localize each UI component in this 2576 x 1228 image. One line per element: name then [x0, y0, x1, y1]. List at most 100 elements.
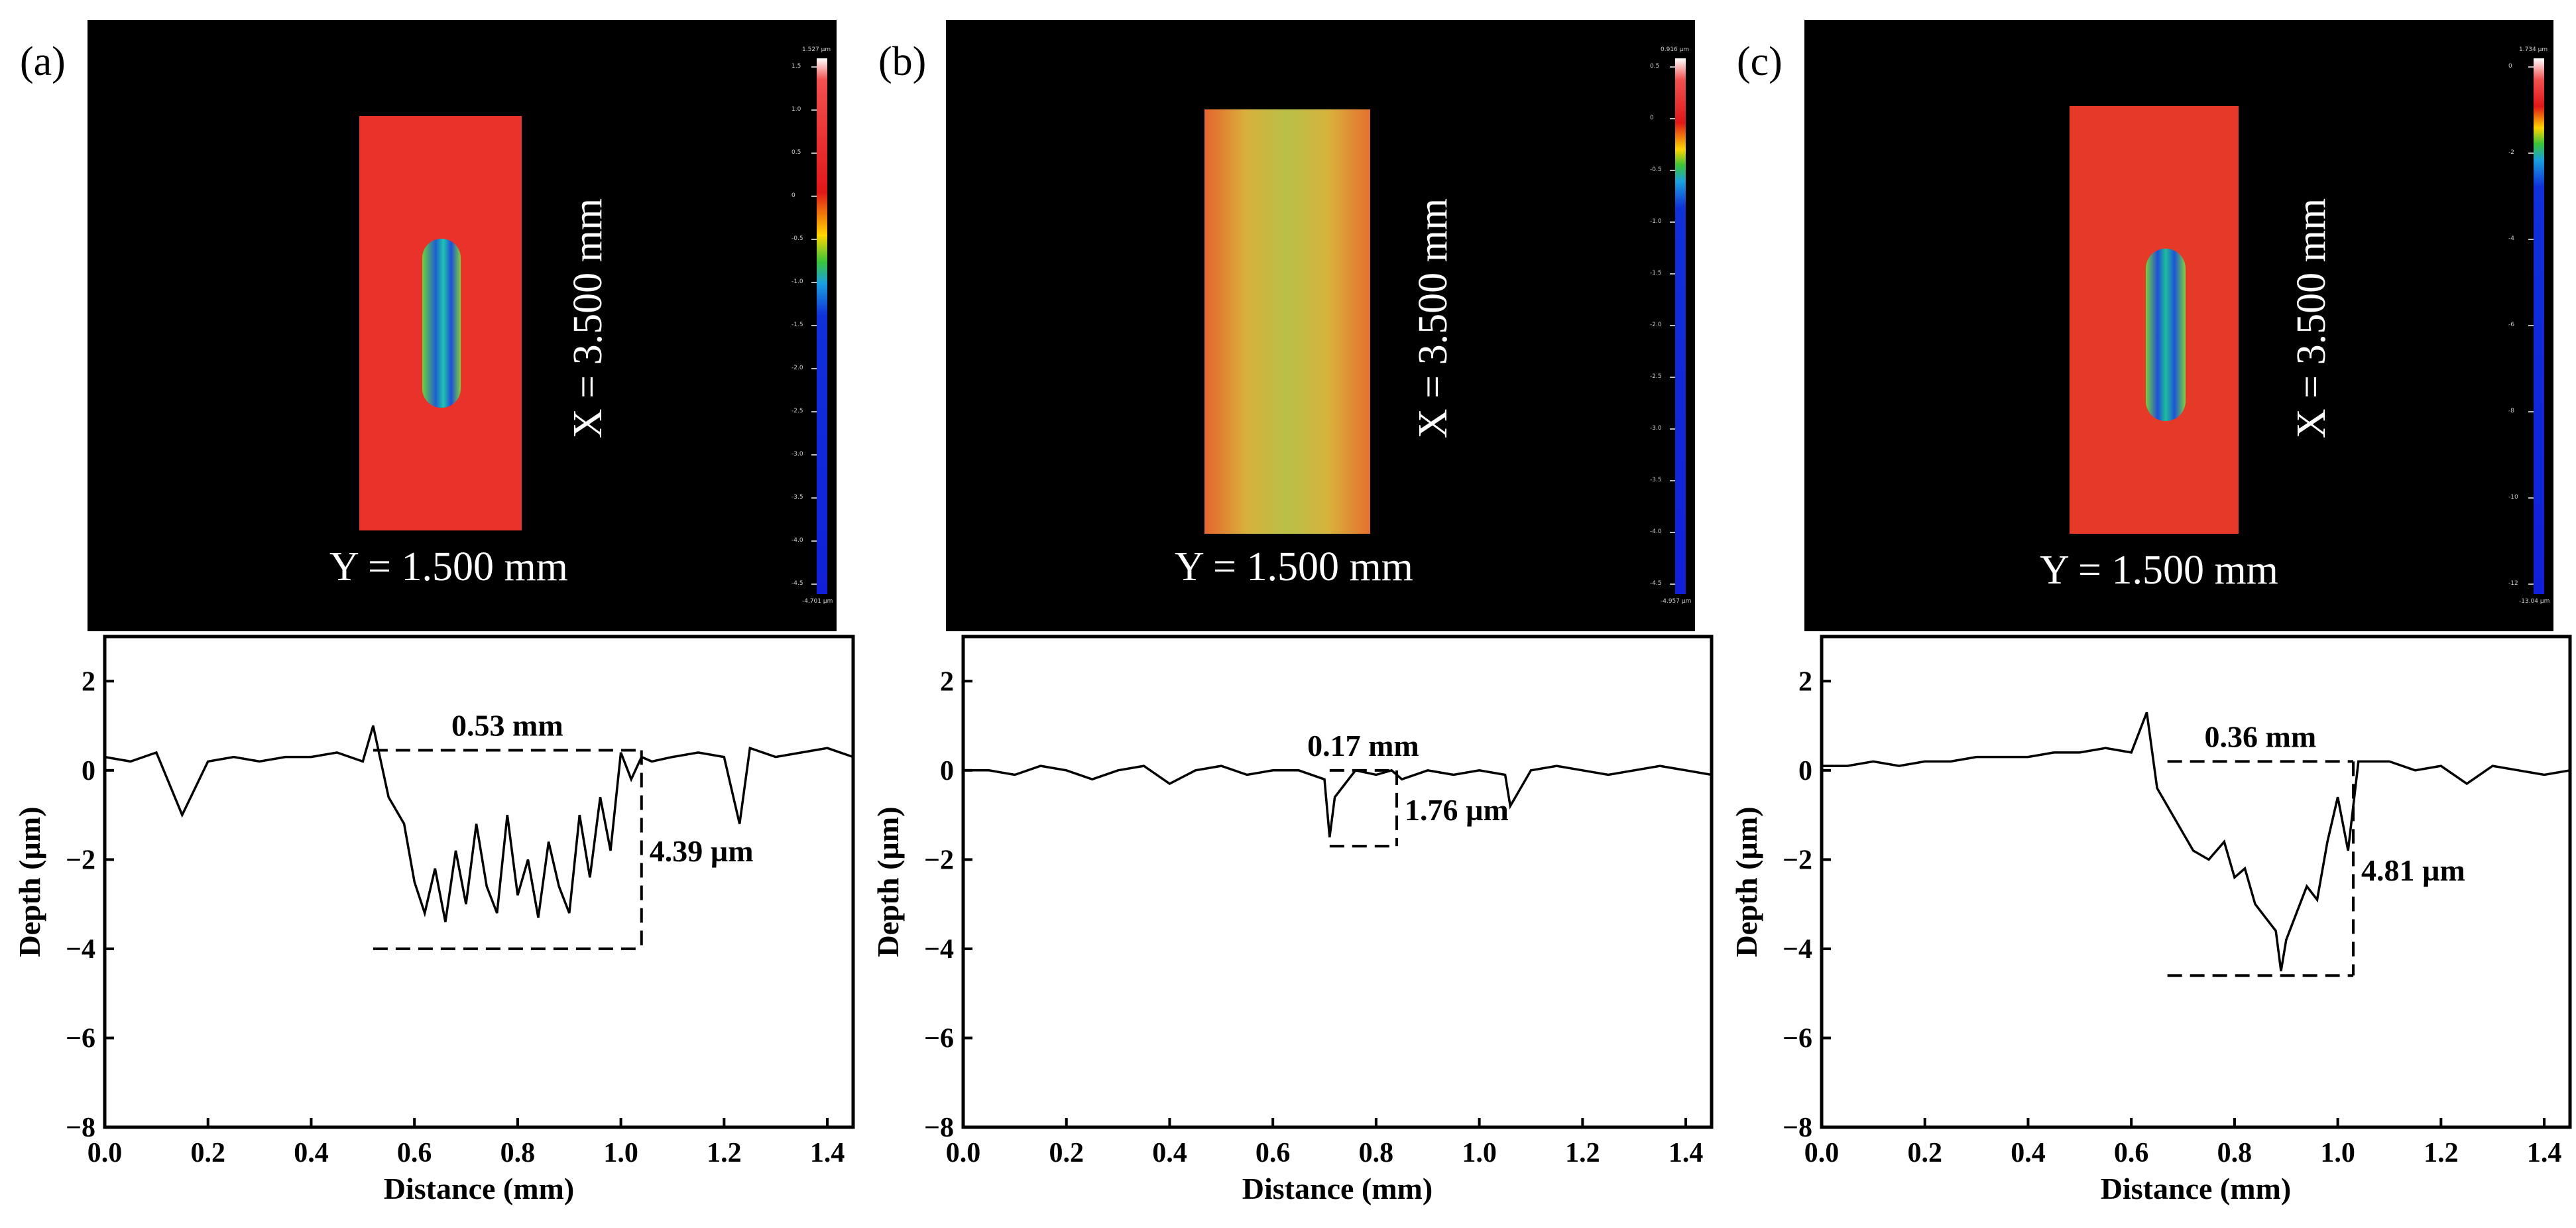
- topography-map: 1.527 µm -4.701 µm 1.5 1.0 0.5 0 -0.5 -1.0 -1.…: [88, 20, 837, 631]
- panel-label: (a): [20, 39, 66, 84]
- depth-profile-chart: 0.0 0.2 0.4 0.6 0.8 1.0 1.2 1.4 2 0 −2 −4 −6 −8 Distan…: [871, 635, 1714, 1205]
- scale-tick-label: -10: [2508, 494, 2518, 501]
- scale-tick: [1670, 221, 1675, 223]
- y-tick-label: 0: [940, 756, 954, 786]
- scale-bottom-label: -4.957 µm: [1661, 598, 1692, 605]
- y-axis-label: Depth (µm): [13, 806, 46, 957]
- scale-tick-label: 1.5: [791, 63, 801, 70]
- y-tick-label: 2: [1798, 666, 1812, 697]
- scale-tick: [811, 454, 817, 456]
- x-tick-label: 1.0: [2320, 1138, 2355, 1168]
- scale-tick-label: -4.5: [791, 580, 803, 587]
- scale-tick-label: -4: [2508, 235, 2514, 242]
- x-tick-label: 0.0: [88, 1138, 123, 1168]
- scale-tick-label: -2: [2508, 149, 2514, 156]
- plot-frame: [961, 635, 1714, 1129]
- panel-b: (b) 0.916 µm -4.957 µm 0.5 0 -0.5 -1.0 -1.5 -…: [858, 0, 1714, 1228]
- wear-scar: [2146, 249, 2186, 421]
- y-tick-label: −8: [1783, 1113, 1812, 1143]
- x-tick-label: 0.8: [1359, 1138, 1394, 1168]
- y-tick-label: −2: [924, 845, 954, 875]
- panel-label: (b): [878, 39, 927, 84]
- scale-tick-label: -8: [2508, 408, 2514, 414]
- depth-profile-chart: 0.0 0.2 0.4 0.6 0.8 1.0 1.2 1.4 2 0 −2 −4 −6 −8 Distan…: [1729, 635, 2572, 1205]
- y-axis-label: Depth (µm): [871, 806, 905, 957]
- depth-profile-line: [1822, 711, 2571, 971]
- x-tick-label: 1.2: [1565, 1138, 1600, 1168]
- scale-top-label: 1.734 µm: [2519, 46, 2548, 53]
- y-tick-label: −4: [1783, 934, 1812, 965]
- y-dimension-label: Y = 1.500 mm: [2040, 548, 2278, 593]
- scale-tick-label: -1.5: [1650, 270, 1662, 276]
- scale-tick: [811, 540, 817, 542]
- scale-tick: [1670, 325, 1675, 326]
- x-tick-label: 0.4: [1152, 1138, 1187, 1168]
- scale-tick-label: 0: [1650, 115, 1654, 121]
- scar-depth-label: 4.39 µm: [650, 834, 754, 868]
- scale-tick: [2528, 583, 2534, 585]
- y-dimension-label: Y = 1.500 mm: [1175, 544, 1413, 589]
- panel-a: (a) 1.527 µm -4.701 µm 1.5 1.0 0.5 0 -0.5 -1.…: [0, 0, 855, 1228]
- y-tick-label: 0: [1798, 756, 1812, 786]
- plot-frame: [1820, 635, 2572, 1129]
- x-dimension-label: X = 3.500 mm: [565, 198, 611, 439]
- scale-tick: [2528, 239, 2534, 240]
- sample-surface: [1204, 109, 1370, 534]
- x-tick-label: 1.2: [2424, 1138, 2459, 1168]
- x-dimension-label: X = 3.500 mm: [2289, 198, 2334, 439]
- topography-map: 1.734 µm -13.04 µm 0 -2 -4 -6 -8 -10 -12 X = 3…: [1804, 20, 2553, 631]
- scale-tick-label: -2.0: [1650, 322, 1662, 328]
- scale-tick-label: 0.5: [791, 149, 801, 156]
- scale-tick-label: -4.0: [791, 537, 803, 544]
- scale-tick: [811, 109, 817, 111]
- topography-map: 0.916 µm -4.957 µm 0.5 0 -0.5 -1.0 -1.5 -2.0 -…: [946, 20, 1695, 631]
- scale-tick: [1670, 118, 1675, 119]
- scale-tick-label: 0.5: [1650, 63, 1660, 70]
- scale-tick-label: 0: [2508, 63, 2512, 70]
- scale-tick-label: -3.0: [791, 451, 803, 458]
- scale-tick-label: -2.0: [791, 365, 803, 371]
- y-tick-label: −4: [924, 934, 954, 965]
- color-scale-bar: [2534, 58, 2544, 594]
- x-tick-label: 0.6: [397, 1138, 432, 1168]
- scale-tick: [1670, 583, 1675, 585]
- y-tick-label: −2: [1783, 845, 1812, 875]
- scale-tick: [811, 239, 817, 240]
- scale-tick-label: -3.5: [791, 494, 803, 501]
- scar-width-label: 0.17 mm: [1307, 729, 1419, 763]
- y-dimension-label: Y = 1.500 mm: [329, 544, 568, 589]
- scale-tick: [1670, 532, 1675, 533]
- scar-width-label: 0.36 mm: [2205, 719, 2317, 753]
- scale-tick-label: -0.5: [1650, 166, 1662, 173]
- scale-tick: [2528, 497, 2534, 499]
- scar-width-label: 0.53 mm: [451, 709, 563, 743]
- scale-tick-label: -3.0: [1650, 425, 1662, 432]
- x-tick-label: 0.8: [2217, 1138, 2253, 1168]
- x-tick-label: 1.2: [707, 1138, 742, 1168]
- scale-tick: [811, 325, 817, 326]
- scale-tick-label: -12: [2508, 580, 2518, 587]
- sample-surface: [2070, 106, 2239, 534]
- color-scale-bar: [817, 58, 827, 594]
- scale-tick-label: -1.0: [1650, 218, 1662, 225]
- x-tick-label: 0.4: [294, 1138, 329, 1168]
- scale-tick-label: 1.0: [791, 106, 801, 113]
- x-tick-label: 1.0: [1462, 1138, 1497, 1168]
- scale-tick-label: -2.5: [791, 408, 803, 414]
- scale-tick: [811, 153, 817, 154]
- scale-tick-label: -4.5: [1650, 580, 1662, 587]
- scale-tick: [2528, 411, 2534, 412]
- scale-tick: [811, 282, 817, 283]
- sample-surface: [359, 116, 522, 530]
- color-scale-bar: [1675, 58, 1686, 594]
- scale-tick: [1670, 273, 1675, 275]
- x-axis-label: Distance (mm): [1242, 1172, 1433, 1205]
- x-tick-label: 1.4: [1669, 1138, 1704, 1168]
- y-tick-label: −6: [924, 1023, 954, 1054]
- scale-tick: [2528, 325, 2534, 326]
- scale-tick-label: -3.5: [1650, 477, 1662, 483]
- scale-tick-label: -0.5: [791, 235, 803, 242]
- x-tick-label: 0.0: [946, 1138, 981, 1168]
- x-axis-label: Distance (mm): [2101, 1172, 2291, 1205]
- scale-top-label: 1.527 µm: [802, 46, 831, 53]
